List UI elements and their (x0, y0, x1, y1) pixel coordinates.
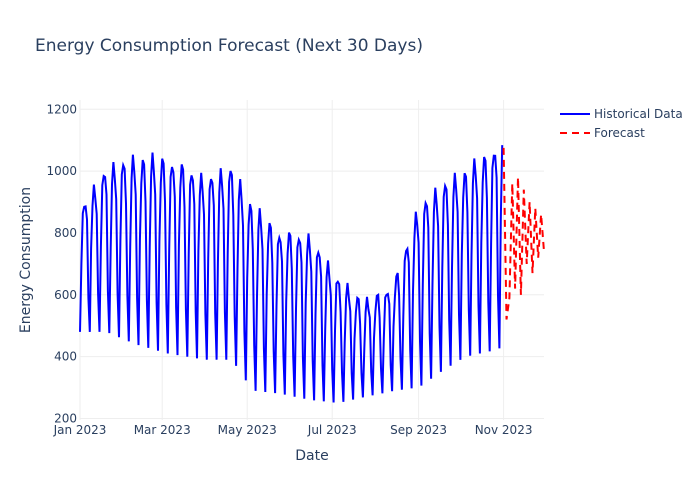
series-layer (79, 145, 545, 403)
legend[interactable]: Historical Data Forecast (560, 107, 683, 140)
series-line-historical-data (79, 145, 504, 403)
legend-item[interactable]: Historical Data (560, 107, 683, 121)
x-tick-label: Jul 2023 (307, 423, 357, 437)
y-axis-ticks: 200 400 600 800 1000 1200 (46, 102, 77, 425)
series-line-forecast (502, 147, 545, 320)
y-axis-title: Energy Consumption (18, 187, 34, 333)
legend-item[interactable]: Forecast (560, 126, 645, 140)
y-tick-label: 400 (54, 350, 77, 364)
x-tick-label: Mar 2023 (134, 423, 191, 437)
y-tick-label: 1200 (46, 102, 77, 116)
x-tick-label: Jan 2023 (53, 423, 107, 437)
x-tick-label: Nov 2023 (475, 423, 533, 437)
x-axis-title: Date (295, 448, 328, 464)
x-tick-label: May 2023 (218, 423, 277, 437)
y-tick-label: 200 (54, 411, 77, 425)
chart-title: Energy Consumption Forecast (Next 30 Day… (35, 36, 423, 56)
legend-label: Historical Data (594, 107, 683, 121)
y-tick-label: 1000 (46, 164, 77, 178)
legend-label: Forecast (594, 126, 645, 140)
x-tick-label: Sep 2023 (390, 423, 447, 437)
y-tick-label: 600 (54, 288, 77, 302)
x-axis-ticks: Jan 2023 Mar 2023 May 2023 Jul 2023 Sep 2023… (53, 423, 533, 437)
y-tick-label: 800 (54, 226, 77, 240)
